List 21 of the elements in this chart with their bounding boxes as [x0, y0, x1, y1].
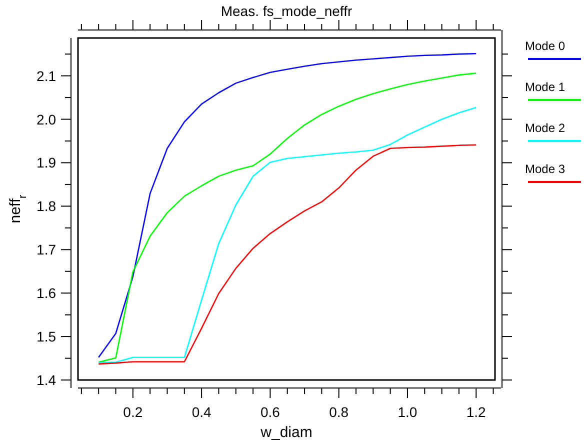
x-tick-label: 0.4: [192, 404, 212, 420]
y-tick-label: 1.9: [36, 154, 56, 171]
text: Mode 1: [525, 80, 566, 94]
chart-title: Meas. fs_mode_neffr: [220, 3, 352, 19]
y-tick-label: 1.6: [36, 285, 56, 302]
y-tick-label: 1.4: [36, 372, 56, 388]
y-tick-label: 2.1: [36, 68, 56, 84]
x-tick-label: 1.2: [466, 404, 486, 420]
x-tick-label: 0.8: [329, 404, 349, 420]
line-series: [98, 144, 477, 365]
y-tick-label: 2.0: [36, 111, 56, 128]
y-tick-label: 1.5: [36, 328, 56, 345]
x-tick-label: 0.2: [123, 404, 143, 420]
text: Mode 3: [525, 162, 566, 176]
text: Mode 2: [525, 121, 566, 135]
y-tick-label: 1.8: [36, 198, 56, 214]
x-axis-title: w_diam: [260, 424, 312, 441]
text: Mode 0: [525, 39, 566, 53]
x-tick-label: 1.0: [398, 404, 418, 420]
y-tick-label: 1.7: [36, 242, 56, 258]
x-tick-label: 0.6: [260, 404, 280, 420]
